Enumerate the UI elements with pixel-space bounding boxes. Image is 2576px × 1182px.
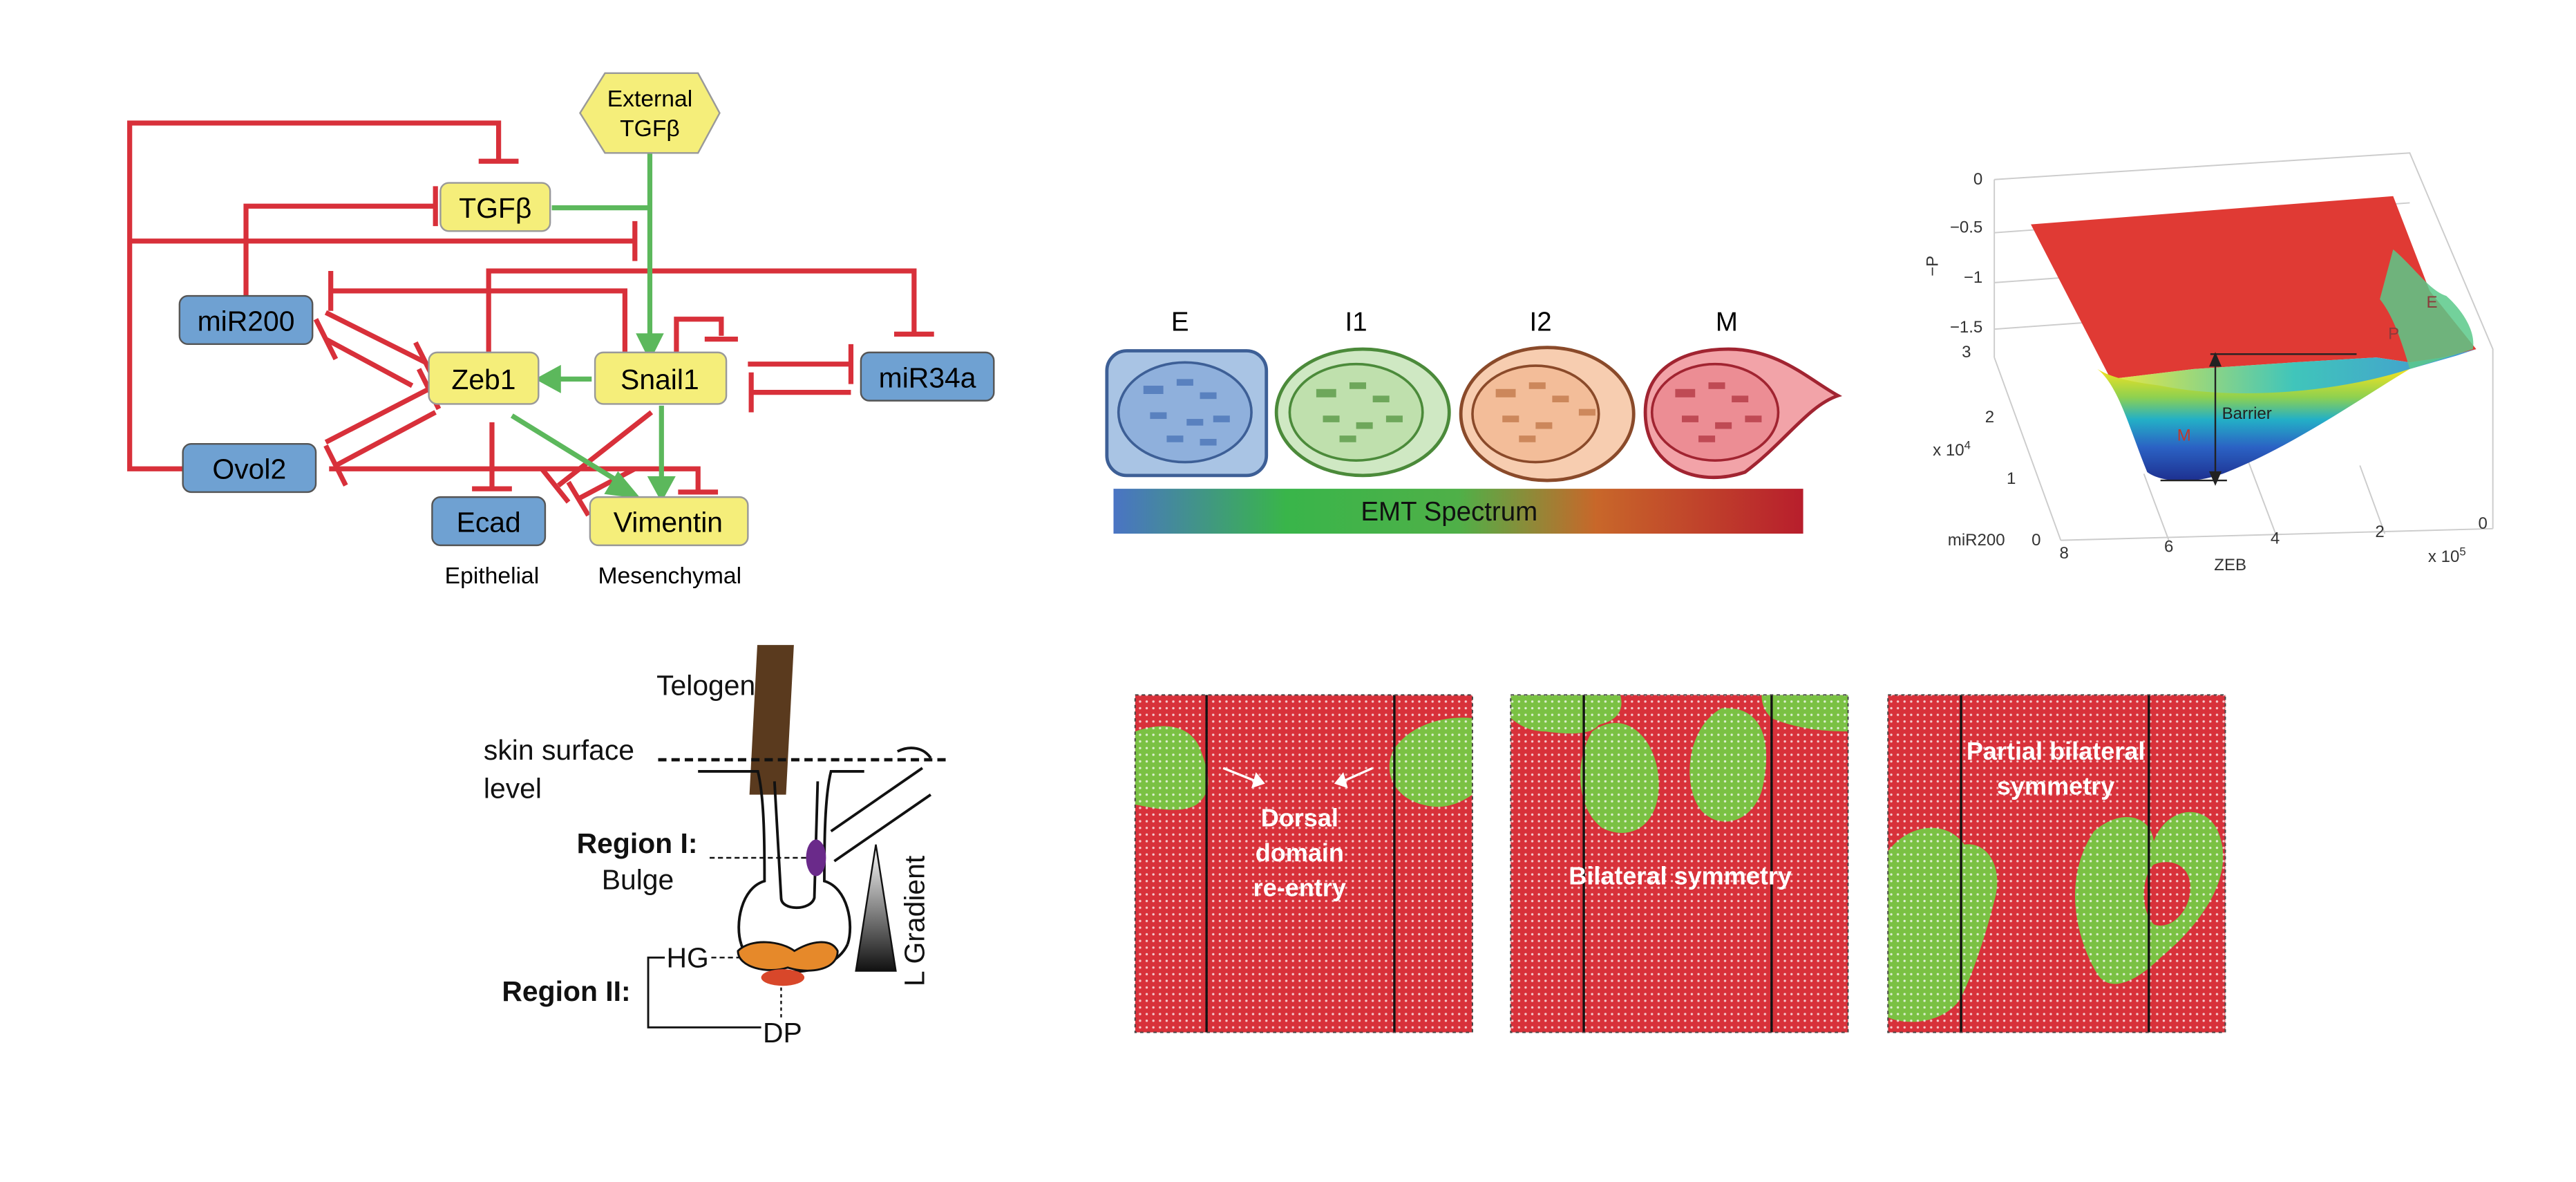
follicle-outline: [698, 747, 932, 973]
xtick-0: 8: [2059, 544, 2068, 563]
panel3-label-1: Partial bilateral: [1967, 737, 2146, 765]
svg-text:Vimentin: Vimentin: [614, 507, 723, 538]
hair-shaft: [749, 645, 794, 795]
hg-label: HG: [667, 942, 709, 974]
hair-follicle-diagram: Telogen skin surface level Region I: Bul…: [484, 645, 947, 1049]
x-axis-exponent: x 105: [2428, 545, 2466, 566]
xtick-3: 2: [2375, 523, 2384, 541]
node-mir34a: miR34a: [860, 351, 995, 402]
panel1-label-3: re-entry: [1253, 873, 1346, 901]
region-i-label: Region I:: [577, 827, 698, 859]
svg-text:Zeb1: Zeb1: [451, 364, 515, 395]
landscape-well-ep: [2380, 249, 2474, 369]
state-label-i1: I1: [1345, 308, 1367, 337]
xtick-4: 0: [2479, 514, 2488, 533]
activation-edges: [510, 149, 676, 503]
external-label-1: External: [607, 86, 692, 112]
y-axis-exponent: x 104: [1933, 438, 1971, 460]
lattice-panel-3: Partial bilateral symmetry: [1887, 694, 2226, 1033]
panel2-label: Bilateral symmetry: [1569, 861, 1792, 890]
regulatory-network: External TGFβ TGFβ miR200 Zeb1 Snail1 mi…: [127, 72, 995, 589]
node-tgfb: TGFβ: [439, 182, 551, 232]
svg-text:Snail1: Snail1: [621, 364, 699, 395]
ztick-0: 0: [1973, 170, 1982, 189]
emt-spectrum-panel: E I1 I2 M: [1105, 308, 1843, 534]
energy-landscape-plot: Barrier M P E 0 −0.5 −1 −1.5 −P 3 2 1 0 …: [1923, 152, 2494, 574]
state-p-label: P: [2388, 325, 2399, 344]
region-ii-bracket: [647, 956, 761, 1029]
skin-surface-label-1: skin surface: [484, 734, 634, 766]
node-mir200: miR200: [178, 294, 314, 346]
state-m-label: M: [2177, 426, 2191, 444]
bulge-marker: [806, 839, 826, 876]
bulge-label: Bulge: [602, 864, 674, 896]
external-label-2: TGFβ: [620, 116, 680, 142]
l-gradient-triangle: [855, 844, 897, 972]
lattice-panel-2: Bilateral symmetry: [1510, 694, 1849, 1033]
landscape-well-m: [2097, 368, 2410, 481]
skin-surface-label-2: level: [484, 772, 542, 804]
ytick-1: 2: [1985, 408, 1994, 426]
cell-e: [1105, 349, 1269, 478]
emt-spectrum-bar: [1113, 489, 1803, 534]
ztick-2: −1: [1964, 268, 1982, 287]
mesenchymal-label: Mesenchymal: [598, 563, 742, 589]
ytick-3: 0: [2032, 531, 2040, 550]
cell-i2: [1459, 346, 1636, 482]
panel1-label-1: Dorsal: [1261, 803, 1338, 832]
emt-spectrum-label: EMT Spectrum: [1361, 497, 1537, 527]
svg-text:miR34a: miR34a: [879, 362, 976, 393]
cell-i1: [1274, 347, 1451, 478]
lattice-panel-1: Dorsal domain re-entry: [1134, 694, 1473, 1033]
svg-text:miR200: miR200: [198, 306, 295, 337]
ztick-3: −1.5: [1950, 318, 1982, 337]
svg-text:Ecad: Ecad: [457, 507, 521, 538]
node-zeb1: Zeb1: [428, 351, 540, 405]
hair-germ: [737, 941, 839, 972]
xtick-1: 6: [2164, 537, 2173, 556]
barrier-label: Barrier: [2222, 404, 2272, 423]
node-snail1: Snail1: [594, 351, 728, 405]
y-axis-label: miR200: [1948, 531, 2005, 550]
l-gradient-label: L Gradient: [898, 855, 930, 986]
region-ii-label: Region II:: [502, 975, 630, 1007]
dp-label: DP: [763, 1017, 802, 1049]
x-axis-label: ZEB: [2214, 556, 2246, 574]
panel3-label-2: symmetry: [1997, 772, 2114, 800]
telogen-label: Telogen: [656, 669, 755, 701]
state-label-e: E: [1171, 308, 1189, 337]
state-e-label: E: [2426, 293, 2437, 312]
ztick-1: −0.5: [1950, 218, 1982, 237]
landscape-plateau: [2031, 196, 2476, 379]
ytick-0: 3: [1962, 343, 1971, 362]
node-ecad: Ecad: [431, 496, 547, 547]
dermal-papilla: [761, 969, 805, 986]
barrier-indicator: [2160, 352, 2357, 486]
xtick-2: 4: [2271, 529, 2280, 547]
epithelial-label: Epithelial: [445, 563, 540, 589]
node-vimentin: Vimentin: [589, 496, 749, 547]
panel1-label-2: domain: [1256, 838, 1344, 867]
node-external-tgfb: External TGFβ: [579, 72, 721, 154]
state-label-i2: I2: [1530, 308, 1552, 337]
svg-text:TGFβ: TGFβ: [459, 192, 531, 224]
node-ovol2: Ovol2: [182, 442, 317, 494]
z-axis-label: −P: [1923, 256, 1942, 276]
ytick-2: 1: [2007, 469, 2016, 488]
cell-m: [1643, 347, 1843, 479]
state-label-m: M: [1716, 308, 1738, 337]
svg-text:Ovol2: Ovol2: [212, 453, 286, 485]
